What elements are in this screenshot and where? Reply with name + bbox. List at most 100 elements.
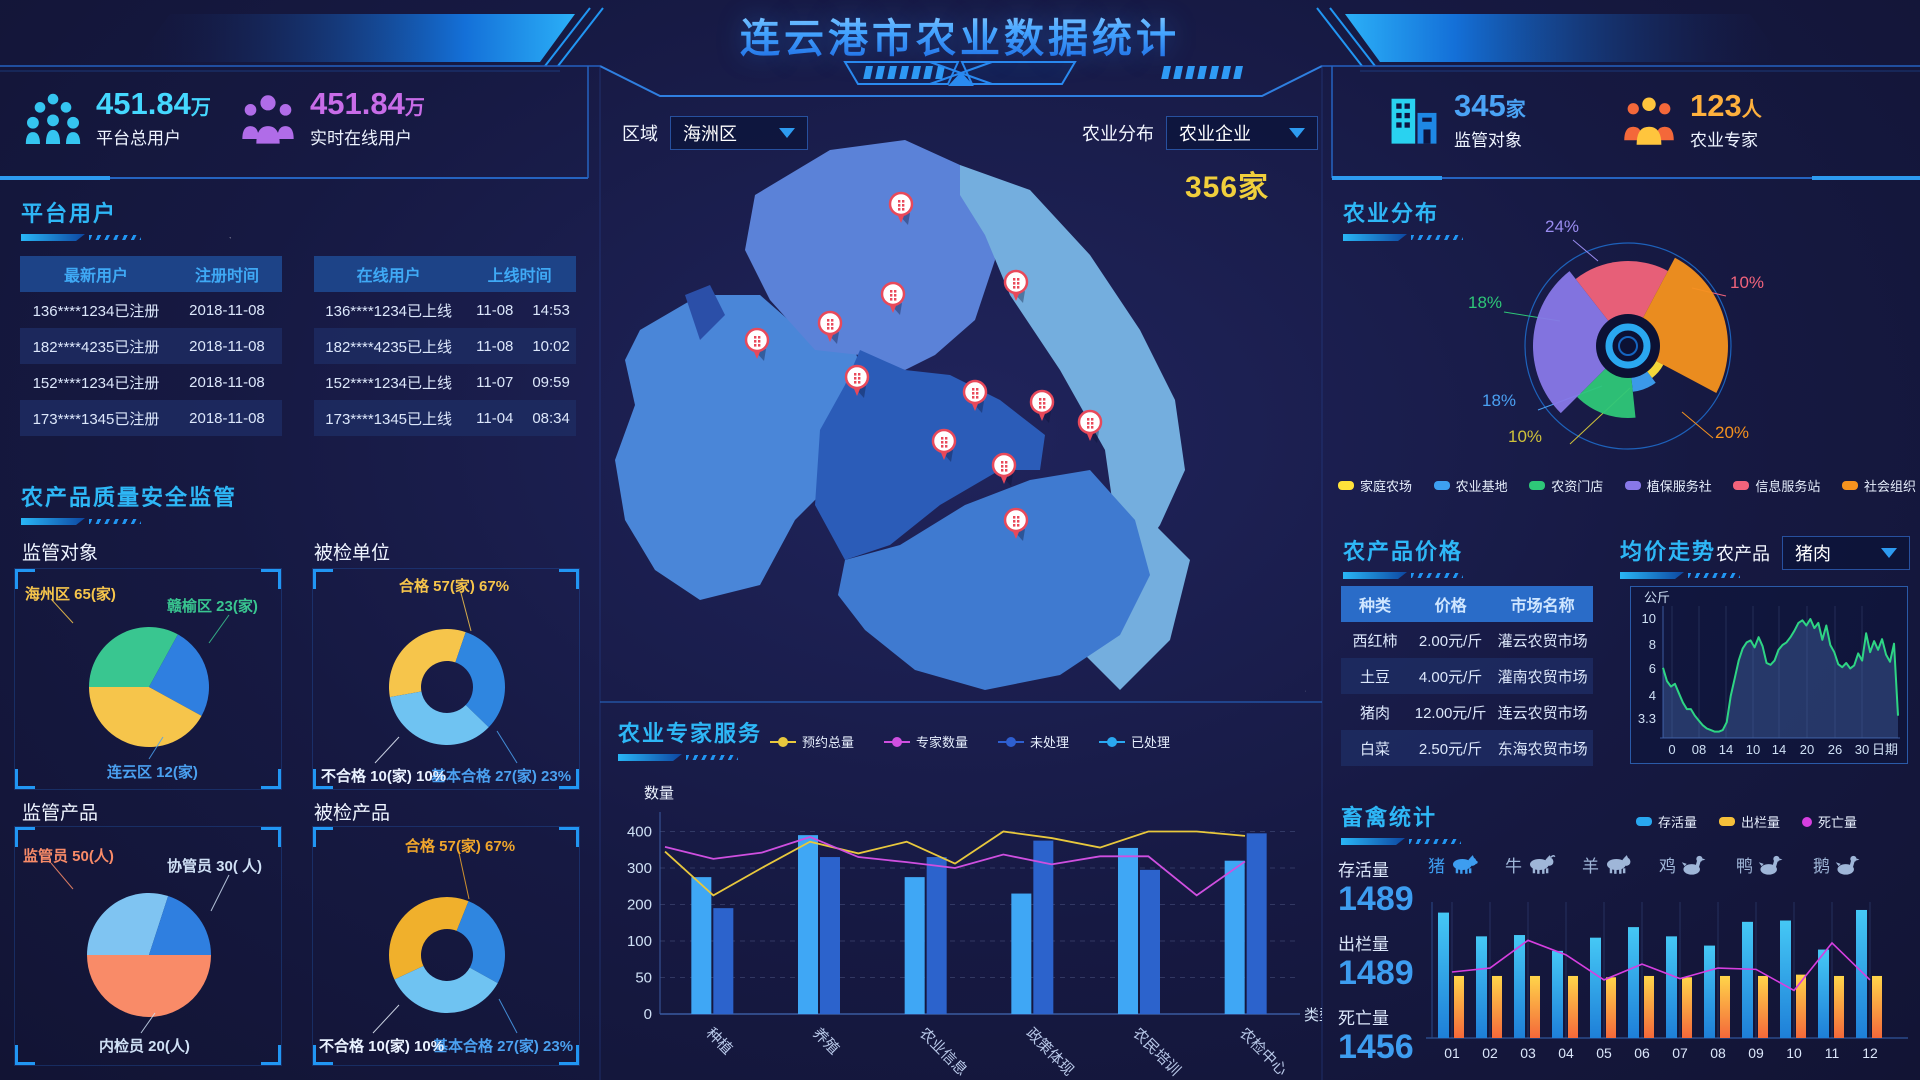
bar-done[interactable]: [1118, 847, 1138, 1014]
distribution-label: 农业分布: [1082, 124, 1154, 144]
bar-undone[interactable]: [926, 857, 947, 1014]
pie-slice[interactable]: [394, 965, 498, 1013]
bar-slaughter[interactable]: [1872, 975, 1882, 1038]
bar-undone[interactable]: [713, 908, 734, 1014]
bar-slaughter[interactable]: [1492, 975, 1502, 1038]
rose-slice[interactable]: [1533, 271, 1628, 414]
bar-done[interactable]: [1011, 893, 1032, 1014]
legend-item[interactable]: 预约总量: [770, 732, 854, 751]
bar-survive[interactable]: [1552, 950, 1563, 1038]
legend-item[interactable]: 出栏量: [1719, 812, 1780, 831]
map-district[interactable]: [815, 350, 1045, 560]
bar-undone[interactable]: [1246, 833, 1267, 1014]
bar-slaughter[interactable]: [1758, 975, 1768, 1038]
bar-survive[interactable]: [1742, 921, 1753, 1038]
bar-survive[interactable]: [1590, 937, 1601, 1038]
map-pin[interactable]: [991, 452, 1017, 486]
bar-slaughter[interactable]: [1606, 977, 1616, 1038]
death-line[interactable]: [1451, 939, 1871, 992]
pie-slice[interactable]: [149, 896, 211, 955]
header-cell: 市场名称: [1510, 598, 1575, 615]
map-pin[interactable]: [817, 310, 843, 344]
bar-survive[interactable]: [1476, 936, 1487, 1038]
animal-tab-牛[interactable]: 牛: [1505, 852, 1556, 877]
bar-slaughter[interactable]: [1454, 975, 1464, 1038]
bar-undone[interactable]: [820, 857, 840, 1014]
pie-slice[interactable]: [389, 897, 469, 980]
legend-item[interactable]: 未处理: [998, 732, 1069, 751]
map-district[interactable]: [838, 470, 1150, 690]
legend-item[interactable]: 信息服务站: [1733, 476, 1820, 495]
distribution-dropdown[interactable]: 农业企业: [1166, 116, 1318, 150]
table-cell: 182****4235已上线: [325, 338, 453, 356]
bar-done[interactable]: [1224, 860, 1245, 1014]
bar-slaughter[interactable]: [1644, 975, 1654, 1038]
line-series[interactable]: [664, 830, 1246, 897]
map-district[interactable]: [960, 165, 1185, 560]
stat-supervised: 345家 监管对象: [1388, 89, 1526, 151]
map-pin[interactable]: [744, 327, 770, 361]
animal-tab-鹅[interactable]: 鹅: [1813, 852, 1864, 877]
legend-item[interactable]: 已处理: [1099, 732, 1170, 751]
pie-slice[interactable]: [149, 634, 210, 716]
bar-slaughter[interactable]: [1682, 977, 1692, 1038]
bar-done[interactable]: [691, 877, 712, 1014]
bar-undone[interactable]: [1140, 869, 1160, 1014]
bar-slaughter[interactable]: [1834, 975, 1844, 1038]
trend-line[interactable]: [1662, 618, 1899, 733]
pie-slice[interactable]: [389, 691, 489, 745]
map-pin[interactable]: [888, 191, 914, 225]
pie-slice[interactable]: [87, 893, 169, 955]
map-district[interactable]: [745, 140, 995, 370]
rose-slice[interactable]: [1575, 261, 1668, 346]
legend-item[interactable]: 农业基地: [1433, 476, 1508, 495]
pie-slice[interactable]: [456, 901, 505, 984]
map-pin[interactable]: [1029, 389, 1055, 423]
pie-slice[interactable]: [389, 629, 466, 698]
legend-item[interactable]: 家庭农场: [1338, 476, 1412, 495]
map-pin[interactable]: [1003, 269, 1029, 303]
bar-survive[interactable]: [1628, 927, 1639, 1038]
animal-tab-羊[interactable]: 羊: [1582, 852, 1633, 877]
legend-item[interactable]: 专家数量: [884, 732, 968, 751]
map-pin[interactable]: [931, 428, 957, 462]
legend-item[interactable]: 死亡量: [1802, 812, 1857, 831]
bar-survive[interactable]: [1438, 912, 1449, 1038]
legend-item[interactable]: 社会组织: [1841, 476, 1916, 495]
pie-slice[interactable]: [455, 632, 505, 728]
bar-slaughter[interactable]: [1530, 975, 1540, 1038]
pie-slice[interactable]: [87, 955, 211, 1017]
map-pin[interactable]: [1003, 507, 1029, 541]
bar-done[interactable]: [904, 877, 925, 1014]
bar-slaughter[interactable]: [1796, 974, 1806, 1038]
animal-tab-猪[interactable]: 猪: [1428, 852, 1479, 877]
bar-slaughter[interactable]: [1568, 975, 1578, 1038]
bar-survive[interactable]: [1666, 936, 1677, 1038]
animal-tab-鸡[interactable]: 鸡: [1659, 852, 1710, 877]
legend-item[interactable]: 植保服务社: [1624, 476, 1712, 495]
map-pin[interactable]: [1077, 409, 1103, 443]
map-pin[interactable]: [962, 379, 988, 413]
legend-item[interactable]: 存活量: [1636, 812, 1697, 831]
animal-tab-鸭[interactable]: 鸭: [1736, 852, 1787, 877]
map-district[interactable]: [685, 285, 725, 340]
bar-slaughter[interactable]: [1720, 975, 1730, 1038]
product-dropdown[interactable]: 猪肉: [1782, 536, 1910, 570]
map-district[interactable]: [615, 295, 870, 600]
bar-survive[interactable]: [1514, 935, 1525, 1038]
pie-slice[interactable]: [89, 687, 202, 747]
legend-item[interactable]: 农资门店: [1529, 476, 1603, 495]
bar-survive[interactable]: [1704, 945, 1715, 1038]
region-dropdown[interactable]: 海洲区: [670, 116, 808, 150]
bar-survive[interactable]: [1818, 949, 1829, 1038]
bar-survive[interactable]: [1780, 920, 1791, 1038]
pie-slice[interactable]: [89, 627, 178, 687]
bar-survive[interactable]: [1856, 909, 1867, 1038]
map-pin[interactable]: [844, 364, 870, 398]
bar-done[interactable]: [798, 835, 818, 1014]
animal-icon: [1835, 855, 1860, 875]
bar-undone[interactable]: [1033, 840, 1054, 1014]
line-series[interactable]: [664, 836, 1246, 897]
stat-label: 平台总用户: [96, 128, 181, 148]
map-pin[interactable]: [880, 281, 906, 315]
